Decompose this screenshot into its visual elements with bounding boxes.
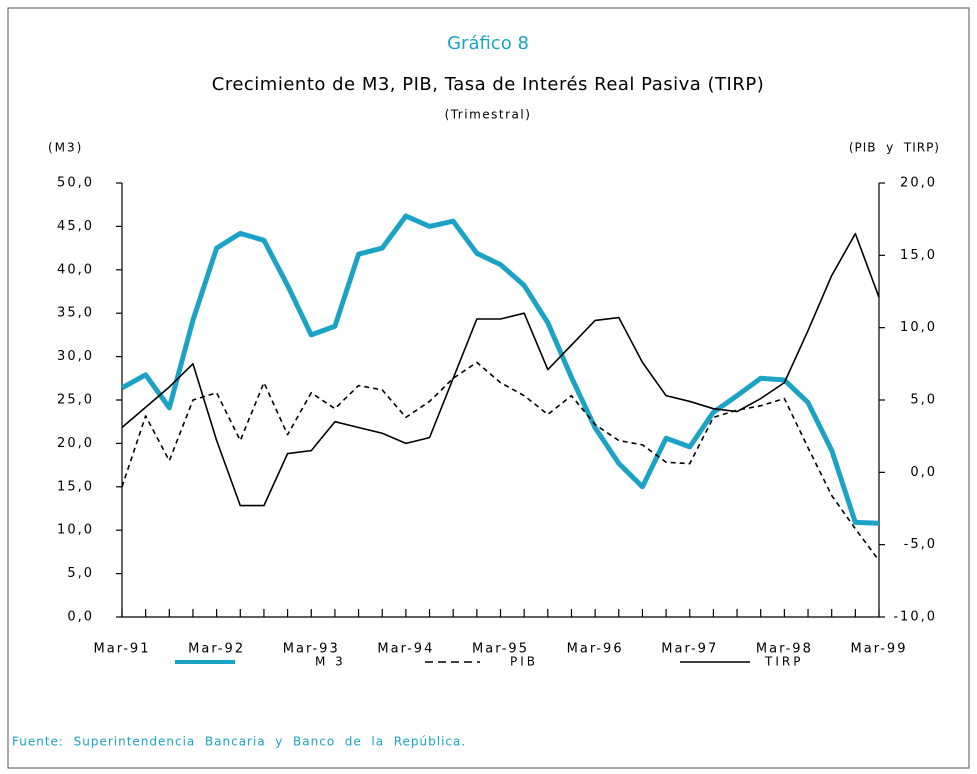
y-axis-label: (M3) <box>48 141 83 155</box>
legend-label: TIRP <box>764 655 803 669</box>
legend-label: PIB <box>510 655 538 669</box>
y-tick-label: 40,0 <box>57 262 94 277</box>
y2-tick-label: -10,0 <box>893 610 937 625</box>
y2-tick-label: -5,0 <box>904 537 937 552</box>
series-line <box>120 213 880 526</box>
chart-title: Crecimiento de M3, PIB, Tasa de Interés … <box>212 74 764 95</box>
x-tick-label: Mar-92 <box>188 642 245 657</box>
series-line <box>121 232 880 507</box>
y-tick-label: 0,0 <box>67 610 94 625</box>
y-tick-label: 10,0 <box>57 523 94 538</box>
y-tick-label: 50,0 <box>57 176 94 191</box>
y2-axis-label: (PIB y TIRP) <box>849 141 940 155</box>
y-tick-label: 30,0 <box>57 349 94 364</box>
x-tick-label: Mar-99 <box>851 642 908 657</box>
y2-tick-label: 10,0 <box>900 320 937 335</box>
y-tick-label: 25,0 <box>57 393 94 408</box>
y2-tick-label: 15,0 <box>900 248 937 263</box>
x-tick-label: Mar-91 <box>94 642 151 657</box>
y2-tick-label: 5,0 <box>910 393 937 408</box>
x-tick-label: Mar-93 <box>283 642 340 657</box>
x-tick-label: Mar-96 <box>567 642 624 657</box>
series-line <box>121 361 880 562</box>
y2-tick-label: 0,0 <box>910 465 937 480</box>
y-tick-label: 35,0 <box>57 306 94 321</box>
y2-tick-label: 20,0 <box>900 176 937 191</box>
x-tick-label: Mar-94 <box>377 642 434 657</box>
chart-subtitle: (Trimestral) <box>445 108 532 122</box>
x-tick-label: Mar-98 <box>756 642 813 657</box>
source-note: Fuente: Superintendencia Bancaria y Banc… <box>12 735 466 749</box>
x-tick-label: Mar-97 <box>661 642 718 657</box>
y-tick-label: 15,0 <box>57 479 94 494</box>
chart-kicker: Gráfico 8 <box>447 33 529 54</box>
y-tick-label: 5,0 <box>67 566 94 581</box>
x-tick-label: Mar-95 <box>472 642 529 657</box>
frame <box>7 7 970 769</box>
legend-label: M 3 <box>315 655 346 669</box>
y-tick-label: 45,0 <box>57 219 94 234</box>
y-tick-label: 20,0 <box>57 436 94 451</box>
